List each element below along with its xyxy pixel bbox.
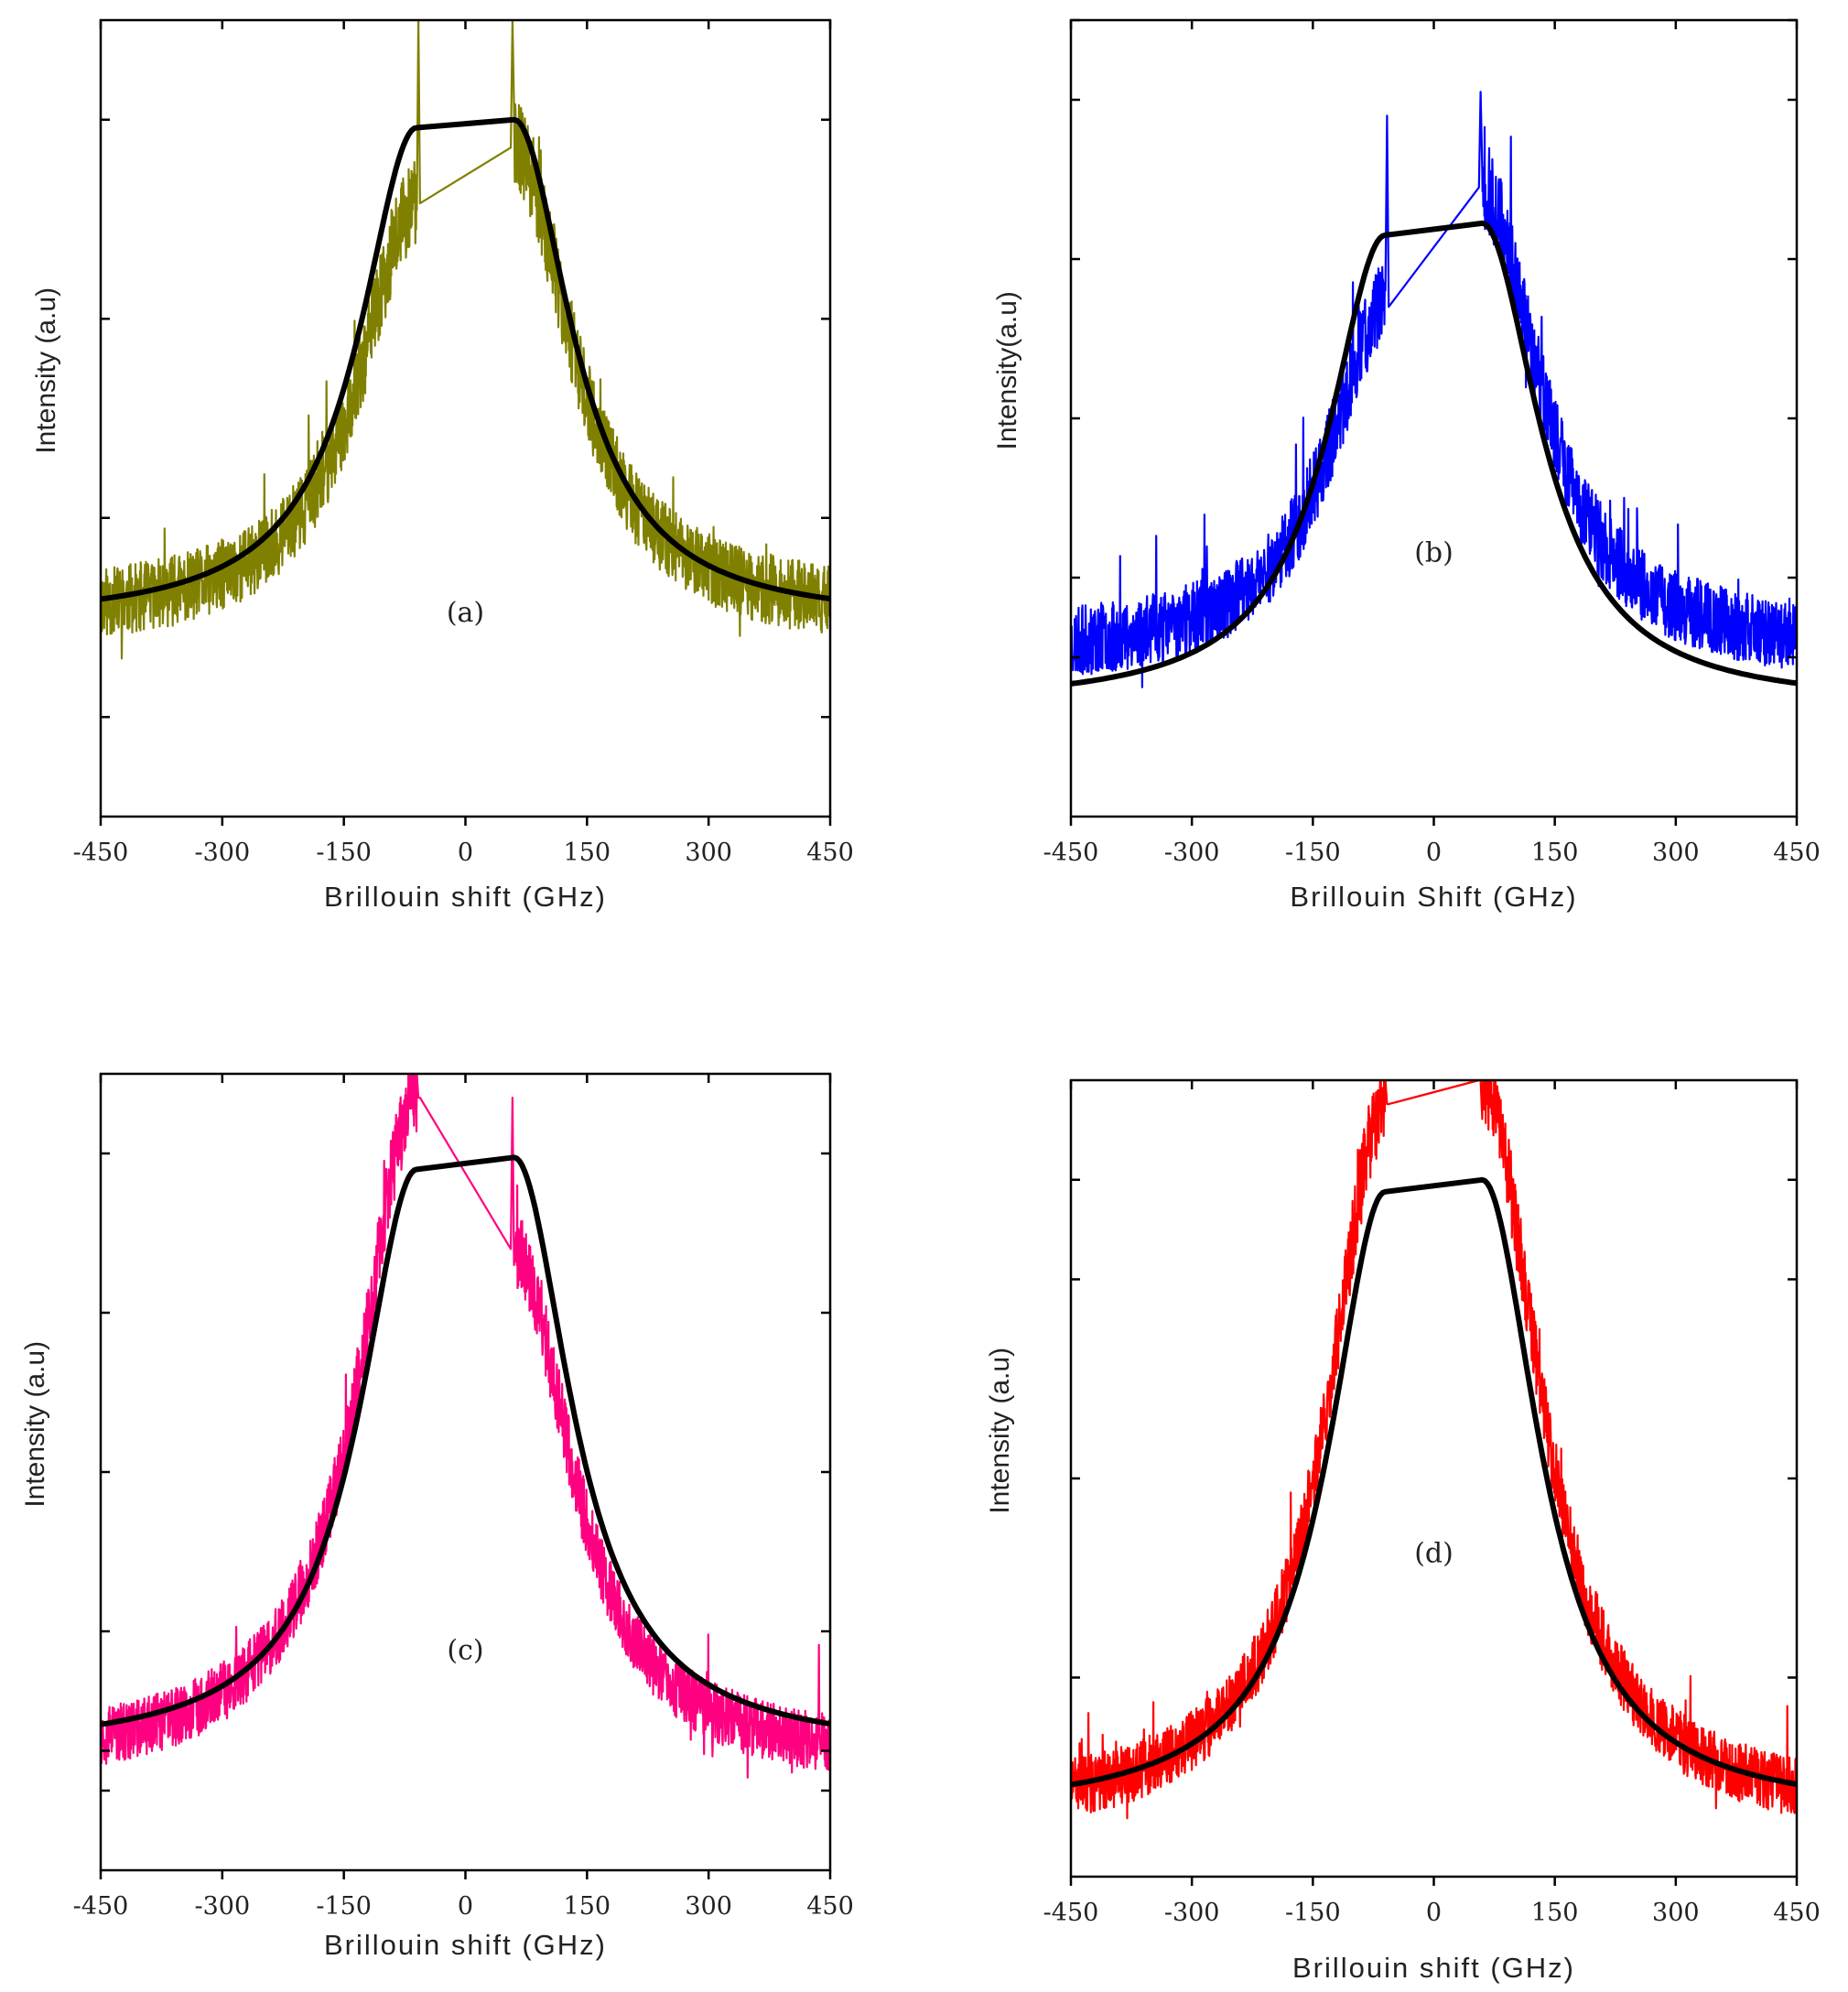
x-tick-label: -150 [316,839,372,867]
spectrum-line [1069,1078,1799,1820]
y-axis-label: Intensity (a.u) [31,287,61,454]
x-tick-label: -150 [1285,1899,1341,1927]
fit-line [100,1154,831,1727]
x-tick-label: 150 [1531,839,1579,867]
chart-panel-c: -450 -300 -150 0 150 300 450 Brillouin shift (G… [20,1072,854,1961]
x-tick-label: 0 [1426,839,1442,867]
x-tick-label: -450 [73,1892,129,1921]
x-tick-label: 450 [806,1892,854,1921]
x-tick-label: 450 [1773,1899,1821,1927]
x-axis-label: Brillouin Shift (GHz) [1290,881,1577,913]
plot-frame [99,1072,832,1872]
x-tick-label: 0 [458,839,473,867]
fit-line [1070,1176,1798,1788]
x-tick-label: 150 [564,1892,611,1921]
x-tick-label: 450 [806,839,854,867]
x-tick-label: 300 [685,1892,732,1921]
x-axis-label: Brillouin shift (GHz) [1292,1952,1575,1984]
x-tick-label: 0 [1426,1899,1442,1927]
chart-panel-b: -450 -300 -150 0 150 300 450 Brillouin Shift (G… [992,18,1821,913]
x-tick-label: -300 [194,839,250,867]
x-axis-label: Brillouin shift (GHz) [324,881,607,913]
x-tick-label: -150 [316,1892,372,1921]
spectrum-line [99,18,832,660]
x-tick-label: -450 [1043,1899,1099,1927]
y-axis-label: Intensity (a.u) [985,1348,1015,1514]
x-tick-label: -300 [194,1892,250,1921]
panel-label: (b) [1414,537,1454,569]
plot-frame [99,18,832,818]
chart-panel-d: -450 -300 -150 0 150 300 450 Brillouin shift (G… [985,1078,1821,1984]
x-tick-label: -450 [73,839,129,867]
x-tick-label: 300 [1652,1899,1700,1927]
y-axis-label: Intensity (a.u) [20,1341,50,1508]
x-tick-label: 0 [458,1892,473,1921]
x-tick-label: 300 [685,839,732,867]
spectrum-line [1069,91,1799,688]
chart-panel-a: -450 -300 -150 0 150 300 450 Brillouin shift (G… [31,18,854,913]
x-tick-label: -450 [1043,839,1099,867]
x-tick-label: 450 [1773,839,1821,867]
fit-line [100,116,831,602]
panel-label: (a) [447,597,484,629]
x-tick-label: 150 [564,839,611,867]
plot-frame [1069,18,1799,818]
x-tick-label: -150 [1285,839,1341,867]
x-tick-label: -300 [1164,839,1220,867]
x-tick-label: -300 [1164,1899,1220,1927]
x-tick-label: 300 [1652,839,1700,867]
spectrum-line [99,1072,832,1779]
y-axis-label: Intensity(a.u) [992,291,1022,449]
fit-line [1070,220,1798,687]
panel-label: (c) [447,1634,483,1666]
x-tick-label: 150 [1531,1899,1579,1927]
x-axis-label: Brillouin shift (GHz) [324,1929,607,1961]
panel-label: (d) [1414,1537,1454,1569]
